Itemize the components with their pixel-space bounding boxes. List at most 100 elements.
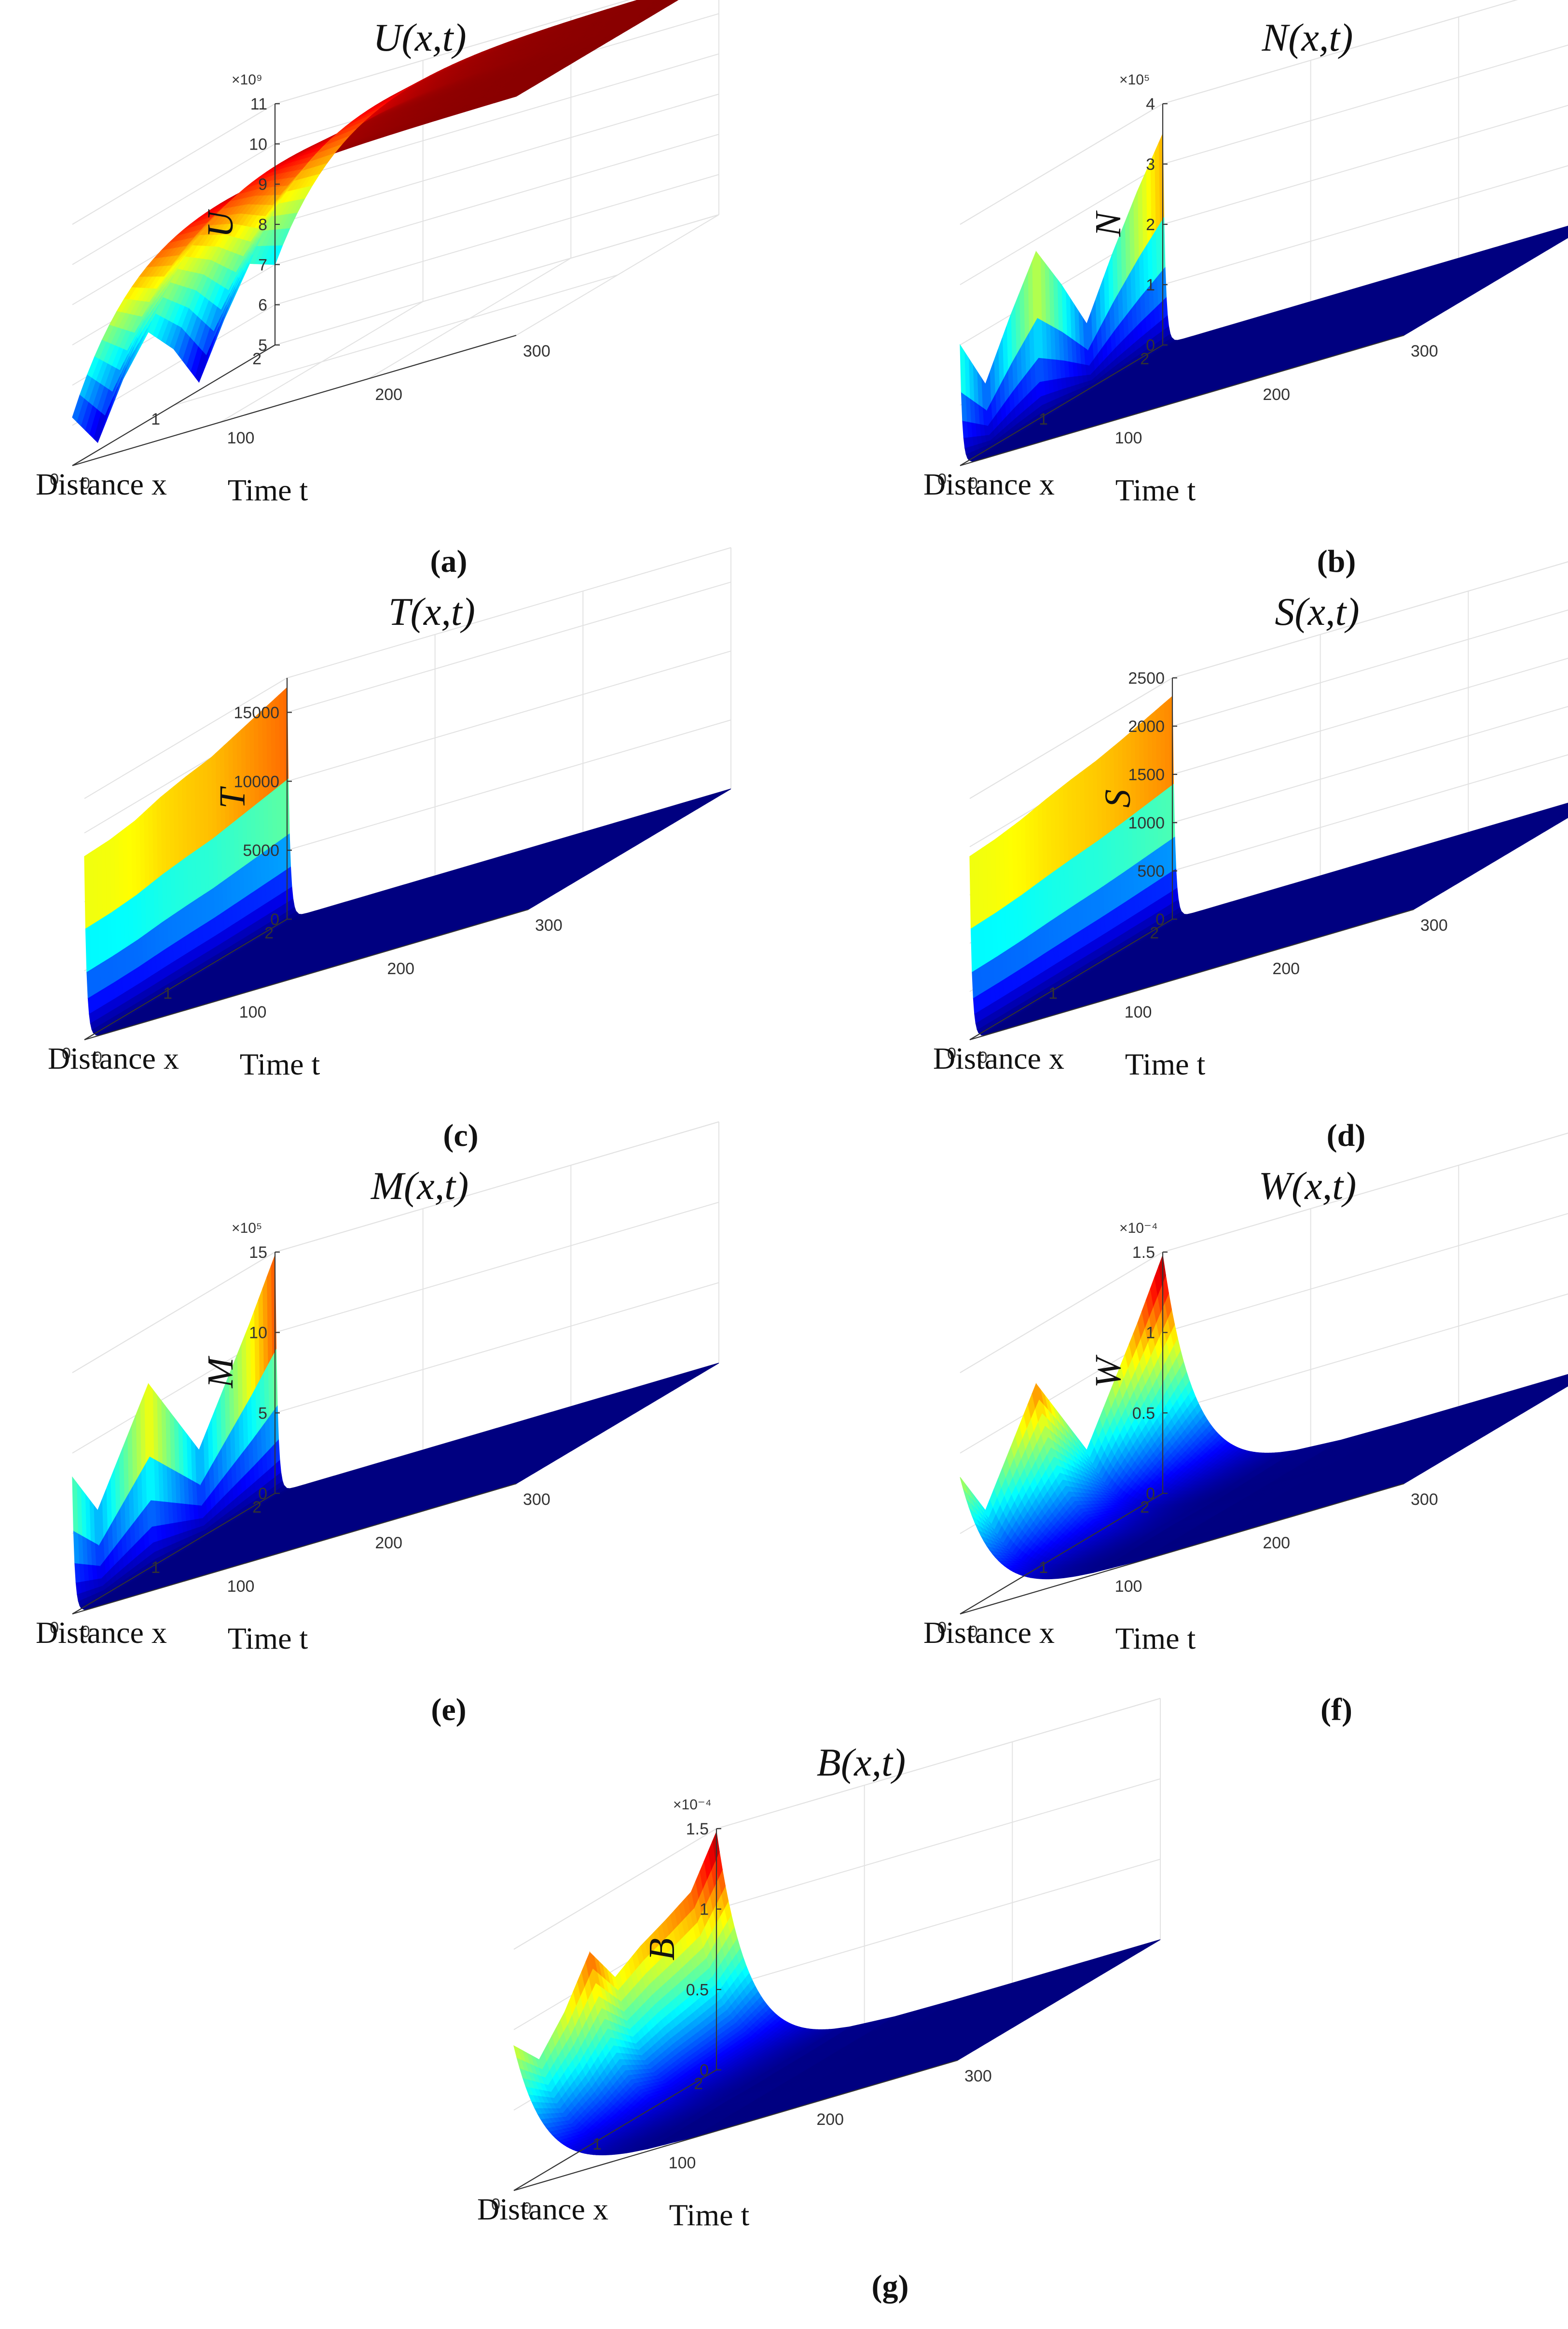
- x-tick-label: 1: [592, 2135, 602, 2153]
- x-tick-label: 0: [50, 470, 59, 489]
- z-tick-label: 1: [700, 1901, 709, 1919]
- chart-title: B(x,t): [817, 1740, 906, 1784]
- chart-title: U(x,t): [373, 15, 467, 59]
- x-axis-label: Distance x: [36, 467, 167, 501]
- chart-title: N(x,t): [1262, 15, 1353, 59]
- x-tick-label: 0: [937, 1619, 947, 1637]
- x-tick-label: 0: [491, 2195, 500, 2214]
- x-tick-label: 2: [1140, 350, 1149, 368]
- chart-panel-f: 00.511.5×10⁻⁴0120100200300W(x,t)WDistanc…: [923, 1132, 1568, 1727]
- z-tick-label: 1: [1146, 276, 1155, 294]
- chart-title: W(x,t): [1259, 1164, 1357, 1208]
- z-tick-label: 9: [258, 176, 267, 194]
- z-tick-label: 4: [1146, 95, 1155, 113]
- surface: [72, 0, 679, 443]
- x-tick-label: 0: [937, 470, 947, 489]
- z-tick-label: 0.5: [686, 1981, 709, 1999]
- z-tick-label: 7: [258, 256, 267, 274]
- t-axis-label: Time t: [240, 1047, 320, 1081]
- t-tick-label: 100: [227, 1577, 255, 1596]
- x-tick-label: 0: [50, 1619, 59, 1637]
- t-tick-label: 0: [523, 2199, 532, 2218]
- x-tick-label: 0: [62, 1045, 71, 1063]
- t-tick-label: 0: [978, 1048, 988, 1067]
- t-tick-label: 200: [387, 960, 414, 978]
- z-tick-label: 0: [1146, 336, 1155, 355]
- z-tick-label: 0: [700, 2061, 709, 2080]
- t-tick-label: 100: [1125, 1003, 1152, 1021]
- t-tick-label: 300: [964, 2067, 992, 2085]
- x-tick-label: 2: [1150, 924, 1159, 942]
- z-tick-label: 0.5: [1132, 1404, 1155, 1422]
- t-axis-label: Time t: [228, 1621, 308, 1655]
- t-tick-label: 200: [1263, 386, 1290, 404]
- z-tick-label: 0: [258, 1485, 267, 1503]
- z-tick-label: 1.5: [1132, 1243, 1155, 1262]
- z-tick-label: 1000: [1128, 814, 1165, 832]
- panel-caption: (a): [430, 544, 468, 579]
- t-tick-label: 100: [1115, 1577, 1142, 1596]
- axes: 5 6 7 8 9 10 11 ×10⁹ 0 1 2 0 100 200 300: [50, 72, 550, 493]
- z-tick-label: 5: [258, 336, 267, 355]
- z-tick-label: 10: [249, 1324, 267, 1342]
- chart-panel-c: 0500010000150000120100200300T(x,t)TDista…: [48, 547, 731, 1153]
- chart-panel-a: 5 6 7 8 9 10 11 ×10⁹ 0 1 2 0 100 200 300 U(x,t) U Distanc…: [36, 0, 719, 579]
- z-axis-label: U: [200, 209, 241, 237]
- x-tick-label: 1: [151, 410, 160, 428]
- panel-caption: (b): [1317, 544, 1356, 579]
- z-exponent: ×10⁻⁴: [1119, 1220, 1158, 1236]
- z-tick-label: 2000: [1128, 717, 1165, 736]
- t-tick-label: 200: [1263, 1534, 1290, 1552]
- t-tick-label: 200: [375, 386, 402, 404]
- surface: [960, 1255, 1568, 1580]
- t-axis-label: Time t: [1115, 1621, 1196, 1655]
- x-tick-label: 2: [694, 2075, 703, 2093]
- x-tick-label: 1: [1039, 1558, 1048, 1577]
- t-tick-label: 300: [1420, 916, 1448, 935]
- surface: [84, 687, 731, 1035]
- x-axis-label: Distance x: [477, 2192, 608, 2226]
- panel-caption: (e): [431, 1692, 466, 1727]
- z-tick-label: 5: [258, 1404, 267, 1422]
- t-tick-label: 0: [93, 1048, 102, 1067]
- surface: [513, 1831, 1161, 2155]
- t-tick-label: 200: [1272, 960, 1300, 978]
- t-tick-label: 0: [969, 1623, 978, 1641]
- x-tick-label: 2: [1140, 1498, 1149, 1516]
- x-axis-label: Distance x: [36, 1615, 167, 1650]
- chart-title: M(x,t): [371, 1164, 469, 1208]
- chart-title: T(x,t): [388, 590, 475, 634]
- chart-title: S(x,t): [1275, 590, 1359, 634]
- z-axis-label: B: [642, 1938, 682, 1960]
- t-tick-label: 0: [81, 474, 90, 493]
- z-tick-label: 0: [1146, 1485, 1155, 1503]
- t-tick-label: 200: [816, 2110, 844, 2129]
- t-axis-label: Time t: [1125, 1047, 1206, 1081]
- t-axis-label: Time t: [228, 473, 308, 507]
- z-axis-label: S: [1098, 789, 1138, 808]
- surface: [72, 1255, 719, 1610]
- z-exponent: ×10⁵: [232, 1220, 262, 1236]
- x-tick-label: 0: [947, 1045, 956, 1063]
- t-tick-label: 300: [1411, 342, 1438, 360]
- surface: [969, 695, 1568, 1035]
- surface: [960, 134, 1568, 462]
- x-axis-label: Distance x: [933, 1041, 1064, 1075]
- z-tick-label: 2: [1146, 216, 1155, 234]
- z-axis-label: N: [1088, 210, 1128, 237]
- z-exponent: ×10⁻⁴: [673, 1797, 712, 1813]
- z-tick-label: 1: [1146, 1324, 1155, 1342]
- t-tick-label: 0: [969, 474, 978, 493]
- z-tick-label: 11: [250, 95, 267, 113]
- z-tick-label: 1500: [1128, 766, 1165, 784]
- t-axis-label: Time t: [669, 2198, 750, 2232]
- z-axis-label: W: [1088, 1354, 1128, 1388]
